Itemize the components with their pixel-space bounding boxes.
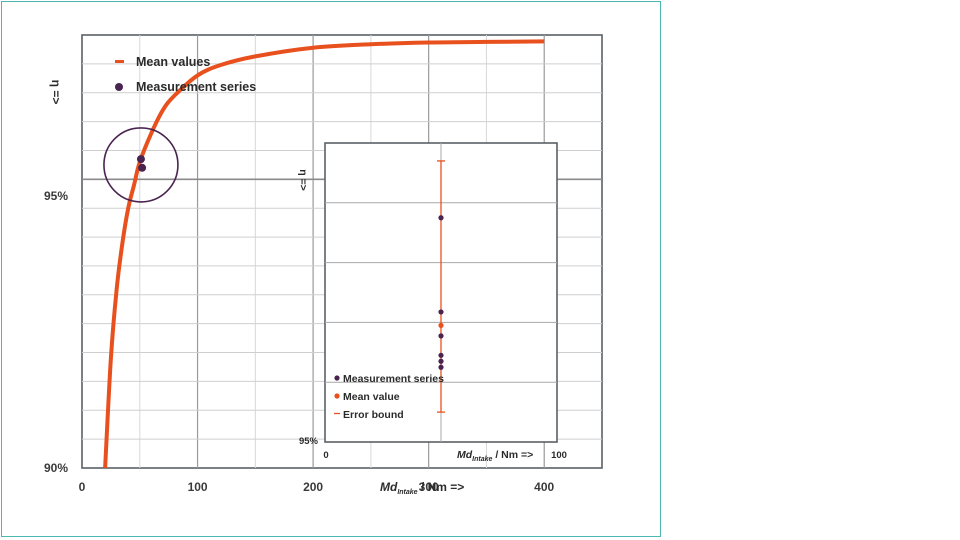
inset-data-point-measurement bbox=[438, 358, 444, 364]
inset-legend-swatch-measurement-series bbox=[334, 375, 340, 381]
inset-plot: η => 95% 0 100 MdIntake / Nm => Measurem… bbox=[297, 142, 567, 463]
inset-x-tick-label: 0 bbox=[323, 450, 328, 461]
inset-data-point-measurement bbox=[438, 215, 444, 221]
inset-series bbox=[437, 160, 445, 413]
x-axis-title-rest: / Nm => bbox=[418, 480, 465, 494]
x-tick-label: 200 bbox=[303, 480, 323, 494]
inset-x-axis-title-rest: / Nm => bbox=[492, 449, 533, 461]
legend-label-measurement-series: Measurement series bbox=[136, 80, 256, 94]
inset-data-point-measurement bbox=[438, 364, 444, 370]
series-line-mean-values bbox=[103, 39, 545, 469]
inset-legend-label-measurement-series: Measurement series bbox=[343, 373, 444, 385]
x-axis-title: MdIntake / Nm => bbox=[380, 480, 464, 496]
inset-legend-label-mean-value: Mean value bbox=[343, 391, 400, 403]
main-tick-labels: 0 100 200 300 400 90% 95% bbox=[44, 189, 555, 494]
y-axis-title: η => bbox=[49, 80, 63, 105]
main-series bbox=[103, 39, 545, 469]
main-legend: Mean values Measurement series bbox=[115, 55, 256, 94]
zoom-highlight-circle bbox=[103, 127, 179, 203]
x-axis-title-main: Md bbox=[380, 480, 398, 494]
inset-legend: Measurement series Mean value Error boun… bbox=[334, 373, 444, 421]
x-tick-label: 0 bbox=[79, 480, 86, 494]
inset-data-point-measurement bbox=[438, 333, 444, 339]
data-point-measurement bbox=[136, 155, 145, 164]
inset-x-axis-title: MdIntake / Nm => bbox=[457, 449, 533, 463]
inset-x-tick-label: 100 bbox=[551, 450, 567, 461]
x-tick-label: 400 bbox=[534, 480, 554, 494]
inset-data-point-measurement bbox=[438, 309, 444, 315]
x-tick-label: 100 bbox=[188, 480, 208, 494]
inset-x-axis-title-sub: Intake bbox=[472, 456, 492, 463]
chart-frame bbox=[1, 1, 661, 537]
legend-swatch-measurement-series bbox=[115, 83, 123, 91]
data-point-measurement bbox=[138, 163, 147, 172]
inset-legend-label-error-bound: Error bound bbox=[343, 409, 404, 421]
y-tick-label: 90% bbox=[44, 461, 68, 475]
y-tick-label: 95% bbox=[44, 189, 68, 203]
inset-y-axis-title: η => bbox=[297, 169, 309, 191]
inset-x-axis-title-main: Md bbox=[457, 449, 473, 461]
x-axis-title-sub: Intake bbox=[397, 489, 417, 496]
inset-legend-swatch-mean-value bbox=[334, 393, 340, 399]
inset-data-point-mean bbox=[438, 322, 444, 328]
inset-y-tick-label: 95% bbox=[299, 436, 319, 447]
legend-label-mean-values: Mean values bbox=[136, 55, 210, 69]
x-tick-label: 300 bbox=[419, 480, 439, 494]
inset-data-point-measurement bbox=[438, 352, 444, 358]
